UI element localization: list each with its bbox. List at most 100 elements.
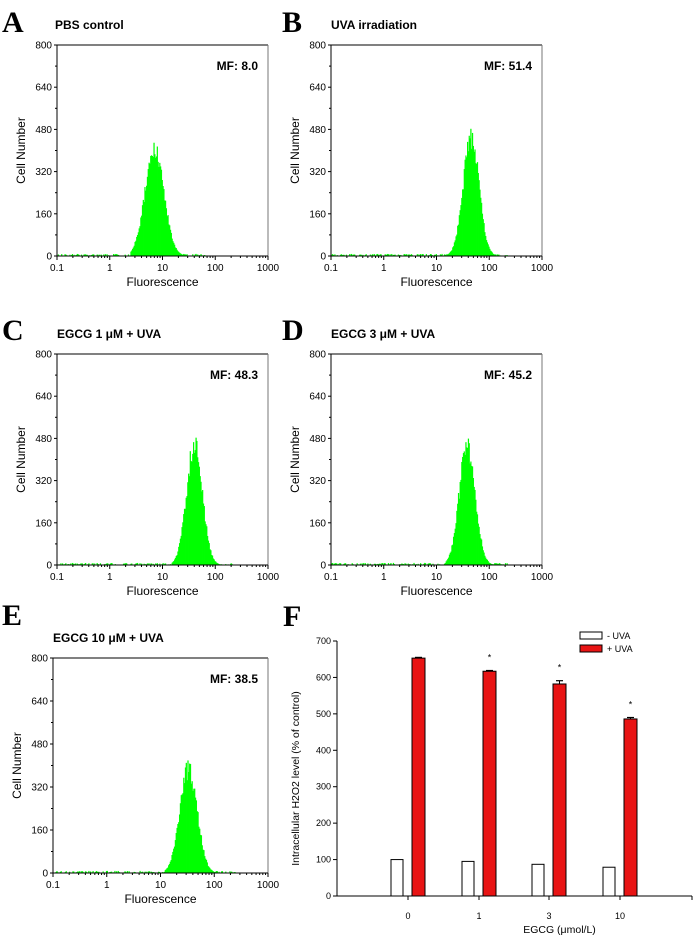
- histogram-bin: [181, 254, 183, 256]
- histogram-panel-d: D EGCG 3 μM + UVA 0 160 320 480 640 800 0.1 1 10 10…: [282, 314, 554, 598]
- histogram-bin: [421, 254, 423, 256]
- histogram-bin: [139, 226, 141, 256]
- histogram-bin: [162, 186, 164, 256]
- histogram-bin: [469, 463, 471, 565]
- histogram-bin: [471, 132, 474, 256]
- histogram-bin: [497, 254, 499, 256]
- histogram-bin: [429, 254, 432, 256]
- y-tick-label: 0: [320, 252, 326, 263]
- histogram-bin: [174, 244, 176, 256]
- histogram-bin: [65, 563, 67, 565]
- bar-minus-uva: [461, 860, 475, 897]
- histogram-bin: [69, 254, 71, 256]
- histogram-bin: [200, 481, 202, 565]
- panel-title: EGCG 3 μM + UVA: [331, 327, 435, 341]
- x-tick-label: 10: [615, 911, 625, 921]
- histogram-bin: [109, 563, 111, 565]
- histogram-bin: [359, 254, 361, 256]
- histogram-bin: [176, 827, 178, 873]
- x-tick-label: 1000: [257, 263, 280, 274]
- histogram-bin: [71, 254, 74, 256]
- histogram-bin: [473, 486, 475, 565]
- histogram-panel-a: A PBS control 0 160 320 480 640 800 0.1 1 10 100 100…: [2, 6, 280, 289]
- histogram-bin: [145, 190, 147, 256]
- histogram-bin: [413, 562, 415, 565]
- histogram-bin: [334, 254, 336, 256]
- histogram-bin: [166, 868, 168, 873]
- histogram-bin: [75, 254, 78, 256]
- histogram-bin: [139, 870, 141, 873]
- histogram-bin: [376, 254, 378, 256]
- histogram-bin: [401, 563, 403, 565]
- legend: - UVA + UVA: [579, 631, 633, 654]
- histogram-bin: [91, 254, 93, 256]
- histogram-bin: [151, 871, 153, 873]
- histogram-bin: [483, 223, 485, 256]
- histogram-bin: [55, 871, 57, 873]
- histogram-bin: [169, 861, 171, 873]
- histogram-bin: [92, 563, 94, 565]
- histogram-bin: [409, 254, 411, 256]
- histogram-bin: [485, 240, 488, 256]
- histogram-bin: [459, 210, 461, 256]
- histogram-bin: [451, 545, 453, 565]
- histogram-bin: [157, 871, 160, 873]
- histogram-bin: [182, 254, 184, 256]
- histogram-bin: [80, 254, 83, 256]
- y-tick-label: 480: [35, 434, 52, 445]
- histogram-bin: [104, 254, 107, 256]
- histogram-bin: [400, 254, 402, 256]
- histogram-bin: [462, 453, 465, 565]
- histogram-bin: [177, 823, 179, 873]
- y-tick-label: 400: [316, 745, 331, 755]
- histogram-bin: [397, 254, 399, 256]
- histogram-bin: [133, 245, 135, 256]
- histogram-bin: [141, 871, 143, 873]
- histogram-bin: [60, 871, 62, 873]
- histogram-bin: [115, 871, 118, 873]
- panel-letter: A: [2, 6, 24, 39]
- histogram-bars: [57, 142, 206, 256]
- panel-letter: F: [283, 600, 301, 633]
- histogram-bin: [425, 254, 428, 256]
- x-tick-label: 0.1: [324, 263, 338, 274]
- histogram-bin: [183, 514, 185, 565]
- y-tick-label: 800: [35, 41, 52, 52]
- histogram-bin: [466, 157, 468, 256]
- histogram-bin: [72, 563, 74, 565]
- histogram-bin: [495, 563, 497, 565]
- histogram-bin: [381, 563, 383, 565]
- histogram-bin: [94, 563, 96, 565]
- histogram-bin: [488, 246, 490, 256]
- histogram-bin: [61, 563, 64, 565]
- histogram-bin: [124, 563, 126, 565]
- histogram-bin: [141, 205, 144, 256]
- histogram-bin: [133, 871, 135, 873]
- histogram-bin: [98, 871, 100, 873]
- histogram-bin: [480, 197, 482, 256]
- histogram-bin: [394, 254, 396, 256]
- histogram-bin: [220, 871, 223, 873]
- histogram-bin: [111, 563, 113, 565]
- mean-fluorescence-label: MF: 48.3: [210, 368, 258, 382]
- y-tick-label: 500: [316, 709, 331, 719]
- histogram-bin: [75, 563, 77, 565]
- histogram-bin: [183, 253, 185, 256]
- histogram-bin: [476, 164, 478, 256]
- histogram-bin: [410, 254, 413, 256]
- histogram-bin: [89, 871, 92, 873]
- histogram-bin: [188, 473, 190, 565]
- histogram-bin: [486, 559, 488, 565]
- histogram-bin: [178, 252, 181, 256]
- histogram-bin: [470, 461, 472, 565]
- histogram-bin: [363, 563, 365, 565]
- histogram-bin: [374, 563, 376, 565]
- histogram-bin: [200, 835, 203, 873]
- histogram-bin: [207, 535, 209, 565]
- histogram-bin: [155, 156, 158, 256]
- histogram-bin: [437, 563, 439, 565]
- histogram-bin: [456, 510, 458, 565]
- x-tick-label: 1000: [531, 572, 554, 583]
- y-tick-label: 640: [309, 83, 326, 94]
- histogram-bin: [198, 826, 200, 873]
